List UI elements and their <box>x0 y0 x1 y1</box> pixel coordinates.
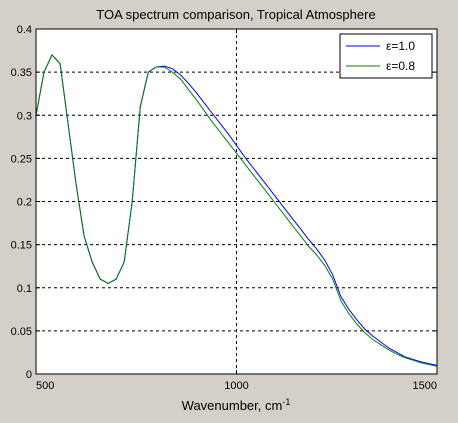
legend: ε=1.0 ε=0.8 <box>339 33 433 79</box>
y-tick-label: 0.05 <box>11 326 32 338</box>
y-tick-label: 0 <box>26 369 32 381</box>
y-tick-label: 0.2 <box>17 197 32 209</box>
x-tick-label: 500 <box>36 380 54 392</box>
ticks <box>35 28 438 375</box>
x-tick-label: 1000 <box>224 380 248 392</box>
y-tick-label: 0.4 <box>17 24 32 36</box>
tick-labels: 0 0.05 0.1 0.15 0.2 0.25 0.3 0.35 0.4 500 1000 1500 <box>11 24 437 392</box>
x-axis-label-superscript: -1 <box>282 397 290 407</box>
x-axis-label: Wavenumber, cm-1 <box>182 397 291 413</box>
legend-label: ε=0.8 <box>386 59 415 73</box>
series-line-2 <box>35 54 438 367</box>
y-tick-label: 0.3 <box>17 110 32 122</box>
x-axis-label-text: Wavenumber, cm <box>182 398 283 413</box>
y-tick-label: 0.15 <box>11 240 32 252</box>
x-tick-label: 1500 <box>413 380 437 392</box>
legend-label: ε=1.0 <box>386 39 415 53</box>
chart-title: TOA spectrum comparison, Tropical Atmosp… <box>96 7 375 22</box>
y-tick-label: 0.25 <box>11 153 32 165</box>
series-layer <box>35 54 438 367</box>
y-tick-label: 0.35 <box>11 67 32 79</box>
grid <box>36 29 437 374</box>
y-tick-label: 0.1 <box>17 283 32 295</box>
legend-box <box>339 33 433 79</box>
